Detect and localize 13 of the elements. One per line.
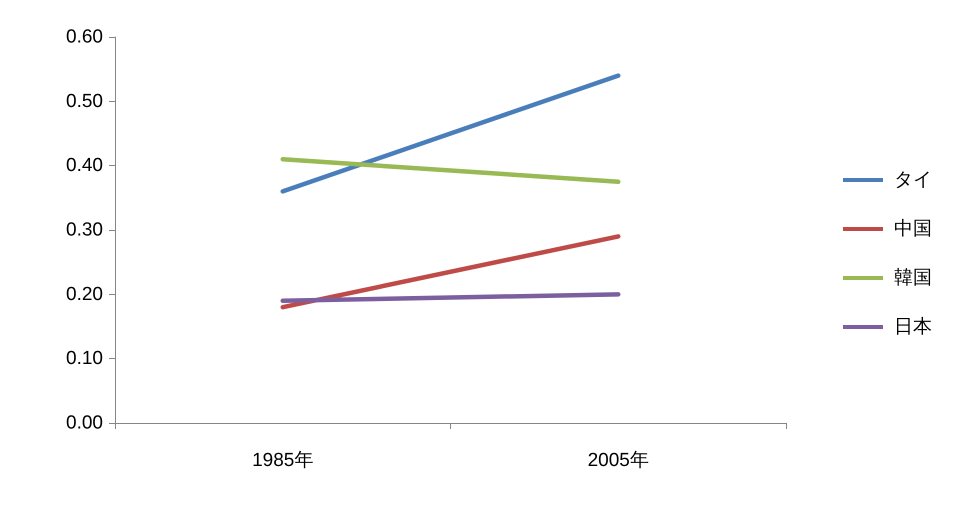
y-tick-label: 0.60 [66, 26, 103, 48]
x-tick-label: 1985年 [252, 450, 314, 471]
y-tick-label: 0.40 [66, 155, 103, 176]
y-tick-label: 0.50 [66, 90, 103, 112]
y-tick-label: 0.20 [66, 284, 103, 305]
legend-label: タイ [894, 170, 932, 190]
legend-label: 中国 [894, 218, 932, 240]
legend-label: 韓国 [894, 268, 932, 288]
y-tick-label: 0.10 [66, 348, 103, 370]
x-tick-label: 2005年 [588, 450, 649, 471]
y-tick-label: 0.30 [66, 220, 103, 240]
legend-label: 日本 [894, 316, 932, 338]
y-tick-label: 0.00 [66, 412, 103, 434]
